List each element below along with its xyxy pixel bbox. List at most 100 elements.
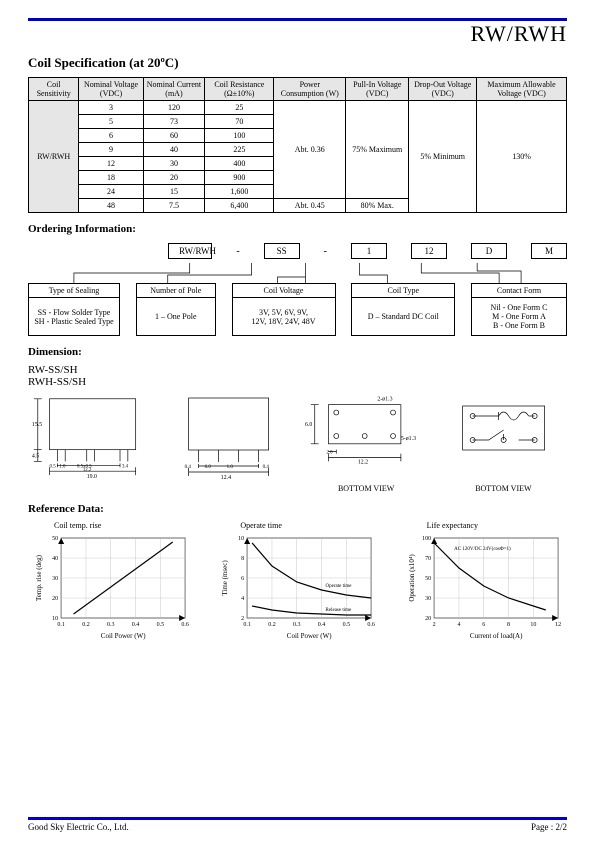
svg-text:Current of load(A): Current of load(A)	[470, 632, 523, 640]
svg-text:50: 50	[52, 536, 58, 542]
svg-text:0.6: 0.6	[368, 622, 376, 628]
svg-text:40: 40	[52, 556, 58, 562]
svg-text:20: 20	[52, 596, 58, 602]
spec-col-2: Nominal Current (mA)	[143, 78, 205, 101]
spec-col-5: Pull-In Voltage (VDC)	[346, 78, 409, 101]
ordering-infobox-head: Type of Sealing	[28, 283, 120, 298]
ordering-code-3: 12	[411, 243, 447, 259]
svg-text:0.2: 0.2	[82, 622, 90, 628]
ordering-codes: RW/RWH-SS-112DM	[168, 243, 567, 259]
ordering-infobox-body: D – Standard DC Coil	[351, 298, 455, 336]
svg-text:10: 10	[530, 622, 536, 628]
coilspec-heading: Coil Specification (at 20ºC)	[28, 55, 567, 71]
dim-label-1: RW-SS/SH	[28, 364, 567, 376]
svg-text:Coil Power (W): Coil Power (W)	[287, 632, 332, 640]
svg-text:6: 6	[241, 576, 244, 582]
ordering-infobox-1: Number of Pole1 – One Pole	[136, 283, 216, 336]
svg-text:0.1: 0.1	[244, 622, 252, 628]
coilspec-table: Coil SensitivityNominal Voltage (VDC)Nom…	[28, 77, 567, 213]
svg-text:0.2: 0.2	[269, 622, 277, 628]
svg-text:0.3: 0.3	[293, 622, 301, 628]
svg-text:Coil Power (W): Coil Power (W)	[101, 632, 146, 640]
charts-row: Coil temp. rise0.10.20.30.40.50.61020304…	[28, 521, 567, 644]
ordering-infobox-head: Coil Voltage	[232, 283, 336, 298]
ordering-code-5: M	[531, 243, 567, 259]
svg-text:0.6: 0.6	[181, 622, 189, 628]
ordering-infobox-body: 1 – One Pole	[136, 298, 216, 336]
svg-text:AC 120V/DC 24V(cosΦ=1): AC 120V/DC 24V(cosΦ=1)	[454, 547, 511, 552]
spec-col-4: Power Consumption (W)	[274, 78, 346, 101]
svg-text:1.0: 1.0	[227, 465, 234, 470]
svg-text:3.4: 3.4	[122, 464, 129, 469]
spec-col-7: Maximum Allowable Voltage (VDC)	[477, 78, 567, 101]
footer: Good Sky Electric Co., Ltd. Page : 2/2	[28, 817, 567, 832]
svg-text:10: 10	[52, 616, 58, 622]
chart-plot: 0.10.20.30.40.50.6246810Operate timeRele…	[214, 532, 380, 644]
svg-text:4: 4	[241, 596, 244, 602]
svg-text:19.0: 19.0	[87, 474, 97, 480]
ordering-heading: Ordering Information:	[28, 223, 567, 235]
chart-title: Operate time	[214, 521, 380, 530]
chart-0: Coil temp. rise0.10.20.30.40.50.61020304…	[28, 521, 194, 644]
svg-text:8: 8	[241, 556, 244, 562]
svg-text:4.5: 4.5	[32, 454, 39, 460]
spec-row: RW/RWH312025Abt. 0.3675% Maximum5% Minim…	[29, 101, 567, 115]
footer-page: Page : 2/2	[531, 822, 567, 832]
ordering-infobox-0: Type of SealingSS - Flow Solder TypeSH -…	[28, 283, 120, 336]
svg-text:12.2: 12.2	[83, 468, 92, 473]
ordering-infobox-head: Contact Form	[471, 283, 567, 298]
svg-text:Operation (x10⁴): Operation (x10⁴)	[408, 554, 416, 602]
doc-title: RW/RWH	[28, 21, 567, 47]
ordering-infobox-2: Coil Voltage3V, 5V, 6V, 9V,12V, 18V, 24V…	[232, 283, 336, 336]
spec-col-1: Nominal Voltage (VDC)	[79, 78, 143, 101]
ordering-boxes: Type of SealingSS - Flow Solder TypeSH -…	[28, 283, 567, 336]
svg-text:2: 2	[241, 616, 244, 622]
ordering-infobox-body: 3V, 5V, 6V, 9V,12V, 18V, 24V, 48V	[232, 298, 336, 336]
spec-sensitivity: RW/RWH	[29, 101, 79, 213]
chart-plot: 2468101220305070100AC 120V/DC 24V(cosΦ=1…	[401, 532, 567, 644]
svg-text:1.0: 1.0	[59, 464, 66, 469]
svg-text:0.5: 0.5	[157, 622, 165, 628]
chart-title: Life expectancy	[401, 521, 567, 530]
svg-text:50: 50	[425, 576, 431, 582]
chart-plot: 0.10.20.30.40.50.61020304050Coil Power (…	[28, 532, 194, 644]
ordering-infobox-body: SS - Flow Solder TypeSH - Plastic Sealed…	[28, 298, 120, 336]
spec-col-6: Drop-Out Voltage (VDC)	[409, 78, 477, 101]
spec-col-3: Coil Resistance (Ω±10%)	[205, 78, 274, 101]
svg-text:0.5: 0.5	[50, 464, 57, 469]
ordering-code-0: RW/RWH	[168, 243, 212, 259]
ordering-infobox-body: Nil - One Form CM - One Form AB - One Fo…	[471, 298, 567, 336]
svg-text:5-ø1.3: 5-ø1.3	[400, 436, 415, 442]
svg-text:0.4: 0.4	[263, 465, 270, 470]
svg-text:Release time: Release time	[326, 608, 352, 613]
svg-text:0.4: 0.4	[185, 465, 192, 470]
dim-label-2: RWH-SS/SH	[28, 376, 567, 388]
svg-text:70: 70	[425, 556, 431, 562]
svg-text:Temp. rise (deg): Temp. rise (deg)	[35, 554, 43, 601]
svg-text:12: 12	[555, 622, 561, 628]
ordering-infobox-4: Contact FormNil - One Form CM - One Form…	[471, 283, 567, 336]
svg-text:6.0: 6.0	[205, 465, 212, 470]
chart-1: Operate time0.10.20.30.40.50.6246810Oper…	[214, 521, 380, 644]
ordering-connectors	[28, 263, 567, 283]
svg-text:20: 20	[425, 616, 431, 622]
bottom-view-2: BOTTOM VIEW	[440, 484, 567, 493]
svg-text:6.0: 6.0	[304, 422, 311, 428]
ordering-dash: -	[324, 246, 327, 257]
spec-col-0: Coil Sensitivity	[29, 78, 79, 101]
svg-text:0.3: 0.3	[107, 622, 115, 628]
svg-text:30: 30	[52, 576, 58, 582]
ordering-infobox-head: Number of Pole	[136, 283, 216, 298]
svg-text:2-ø1.3: 2-ø1.3	[377, 397, 392, 403]
svg-text:2.0: 2.0	[326, 451, 333, 456]
dimension-diagrams: 15.5 4.5 0.5 1.0 0.5x0.5 3.4 12.2 19.0 0…	[28, 390, 567, 493]
svg-text:Operate time: Operate time	[326, 584, 353, 589]
svg-text:10: 10	[238, 536, 244, 542]
svg-text:12.4: 12.4	[221, 475, 232, 480]
svg-text:8: 8	[507, 622, 510, 628]
bottom-view-1: BOTTOM VIEW	[303, 484, 430, 493]
ordering-code-1: SS	[264, 243, 300, 259]
ordering-dash: -	[236, 246, 239, 257]
svg-text:Time (msec): Time (msec)	[221, 560, 229, 596]
svg-text:100: 100	[422, 536, 431, 542]
